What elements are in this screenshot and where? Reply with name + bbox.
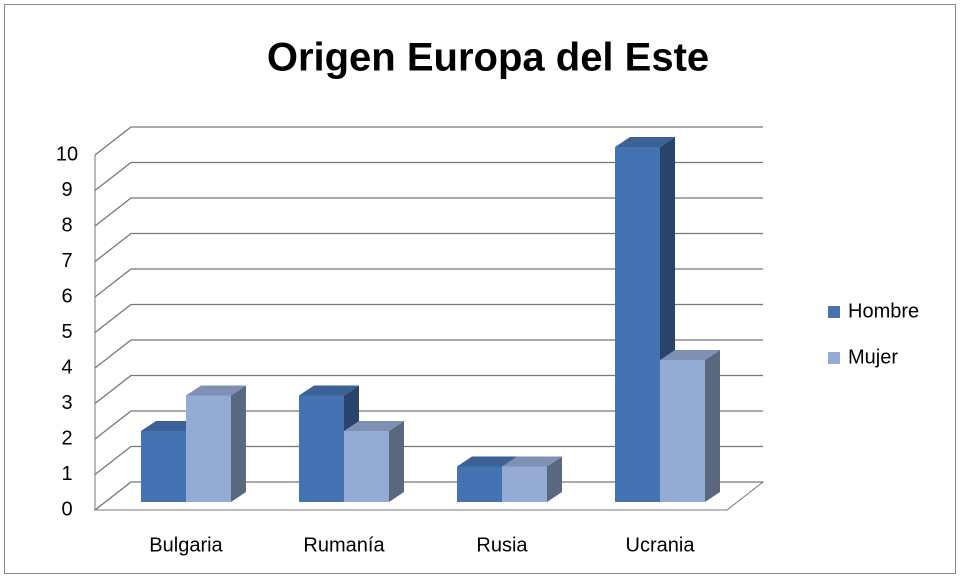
bar-front xyxy=(502,466,547,502)
y-tick-label: 8 xyxy=(61,214,72,236)
bar-top xyxy=(299,385,359,396)
bar xyxy=(660,350,720,502)
y-tick-label: 6 xyxy=(61,285,72,307)
bar-side xyxy=(547,456,562,502)
bar-front xyxy=(615,147,660,502)
bar-side xyxy=(389,421,404,502)
bar-front xyxy=(186,395,231,502)
grid-line xyxy=(94,339,763,369)
legend-label: Mujer xyxy=(848,346,898,368)
bar-side xyxy=(231,385,246,502)
y-tick-label: 9 xyxy=(61,179,72,201)
y-tick-label: 3 xyxy=(61,392,72,414)
bar-front xyxy=(457,466,502,502)
legend-swatch xyxy=(828,352,840,364)
y-tick-label: 2 xyxy=(61,427,72,449)
y-tick-label: 5 xyxy=(61,321,72,343)
grid-line xyxy=(94,197,763,227)
bar-side xyxy=(705,350,720,502)
x-tick-label: Ucrania xyxy=(626,534,696,556)
x-tick-label: Rumanía xyxy=(303,534,385,556)
x-tick-label: Bulgaria xyxy=(149,534,223,556)
bar-top xyxy=(502,456,562,467)
grid-line xyxy=(94,303,763,334)
bar-top xyxy=(615,137,675,147)
y-tick-label: 7 xyxy=(61,250,72,272)
grid-line xyxy=(94,268,763,298)
bar-front xyxy=(299,395,344,502)
bar-front xyxy=(660,360,705,502)
legend-label: Hombre xyxy=(848,300,919,322)
bar-top xyxy=(344,421,404,431)
y-tick-label: 10 xyxy=(56,143,78,165)
bar xyxy=(502,456,562,502)
grid-line xyxy=(94,232,763,263)
grid-line xyxy=(94,161,763,192)
grid-line xyxy=(94,445,763,476)
legend-swatch xyxy=(828,306,840,318)
y-tick-label: 1 xyxy=(61,463,72,485)
bar-front xyxy=(141,431,186,502)
y-tick-label: 4 xyxy=(61,356,72,378)
bar xyxy=(186,385,246,502)
bar-front xyxy=(344,431,389,502)
bar-top xyxy=(660,350,720,360)
grid-line xyxy=(94,374,763,405)
bar-top xyxy=(186,385,246,396)
x-tick-label: Rusia xyxy=(476,534,528,556)
bar xyxy=(344,421,404,502)
grid-line xyxy=(94,410,763,440)
chart-title: Origen Europa del Este xyxy=(267,36,709,80)
bar-top xyxy=(457,456,517,467)
grid-line xyxy=(94,126,763,156)
y-tick-label: 0 xyxy=(61,498,72,520)
